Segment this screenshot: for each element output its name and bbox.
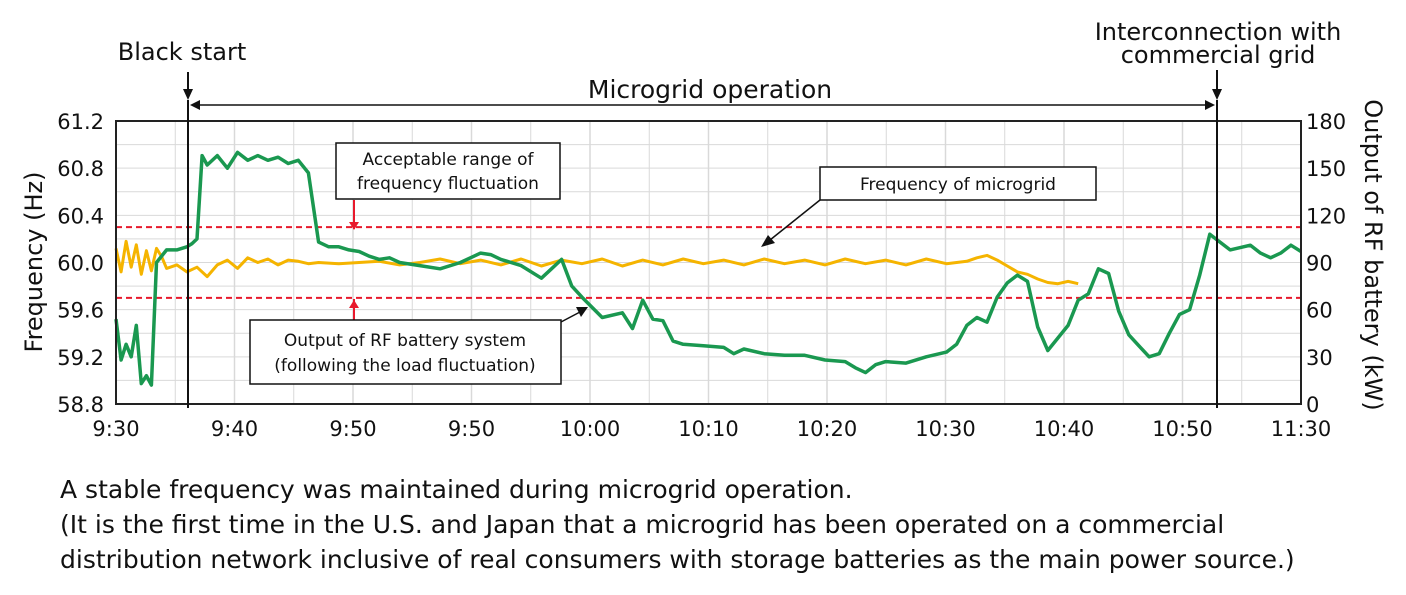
y-tick-label: 61.2: [57, 110, 104, 134]
range-annotation-line1: Acceptable range of: [363, 150, 535, 170]
chart: 61.2 60.8 60.4 60.0 59.6 59.2 58.8 180 150 120 90…: [20, 18, 1387, 441]
range-arrow-upper-head: [349, 222, 359, 230]
plot-frame: [115, 120, 1302, 405]
x-tick-label: 10:10: [678, 417, 739, 441]
y-axis-label: Frequency (Hz): [20, 172, 48, 353]
operation-span-arrow-right: [1205, 100, 1215, 110]
range-arrow-lower-head: [349, 300, 359, 308]
y-tick-label: 58.8: [57, 393, 104, 417]
interconnection-arrow-head: [1212, 89, 1222, 100]
range-annotation-box: [335, 142, 561, 200]
caption-line-3: distribution network inclusive of real c…: [60, 545, 1295, 574]
battery-callout-arrow-stem: [560, 311, 581, 323]
y-tick-label: 60.4: [57, 204, 104, 228]
y2-tick-label: 150: [1306, 157, 1346, 181]
black-start-label: Black start: [118, 38, 246, 66]
series-line-frequency: [114, 239, 1079, 286]
y2-tick-label: 30: [1306, 346, 1333, 370]
x-tick-label: 10:00: [560, 417, 621, 441]
y2-tick-label: 120: [1306, 204, 1346, 228]
x-tick-label: 10:20: [797, 417, 858, 441]
y-tick-label: 59.6: [57, 299, 104, 323]
y-tick-label: 60.8: [57, 157, 104, 181]
freq-callout-arrow-head: [761, 235, 775, 247]
right-axis-ticks: 180 150 120 90 60 30 0: [1306, 110, 1346, 417]
x-tick-label: 9:50: [448, 417, 495, 441]
x-tick-label: 9:50: [329, 417, 376, 441]
battery-annotation-line2: (following the load fluctuation): [274, 356, 535, 376]
caption-line-2: (It is the first time in the U.S. and Ja…: [60, 510, 1225, 539]
y2-tick-label: 60: [1306, 299, 1333, 323]
y2-tick-label: 180: [1306, 110, 1346, 134]
operation-span-arrow-left: [190, 100, 200, 110]
x-tick-label: 9:40: [211, 417, 258, 441]
battery-annotation-line1: Output of RF battery system: [284, 331, 526, 351]
series-line-battery-output: [114, 150, 1302, 387]
freq-annotation-label: Frequency of microgrid: [860, 175, 1056, 195]
freq-annotation-box: [819, 166, 1097, 201]
caption-line-1: A stable frequency was maintained during…: [60, 475, 853, 504]
y-tick-label: 59.2: [57, 346, 104, 370]
battery-callout-arrow-head: [576, 307, 588, 317]
y2-tick-label: 90: [1306, 252, 1333, 276]
x-tick-label: 10:40: [1034, 417, 1095, 441]
interconnection-label-line2: commercial grid: [1121, 41, 1316, 69]
battery-annotation-box: [249, 319, 562, 385]
freq-callout-arrow-stem: [769, 199, 821, 241]
chart-title: Microgrid operation: [588, 75, 832, 104]
x-tick-label: 9:30: [92, 417, 139, 441]
interconnection-label-line1: Interconnection with: [1095, 18, 1342, 46]
y2-axis-label: Output of RF battery (kW): [1359, 99, 1387, 410]
black-start-arrow-head: [183, 89, 193, 100]
range-annotation-line2: frequency fluctuation: [357, 174, 539, 194]
x-tick-label: 10:30: [915, 417, 976, 441]
y2-tick-label: 0: [1306, 393, 1319, 417]
x-tick-label: 11:30: [1271, 417, 1332, 441]
left-axis-ticks: 61.2 60.8 60.4 60.0 59.6 59.2 58.8: [57, 110, 104, 417]
x-tick-label: 10:50: [1152, 417, 1213, 441]
x-axis-ticks: 9:30 9:40 9:50 9:50 10:00 10:10 10:20 10:30 10:4…: [92, 417, 1331, 441]
y-tick-label: 60.0: [57, 252, 104, 276]
